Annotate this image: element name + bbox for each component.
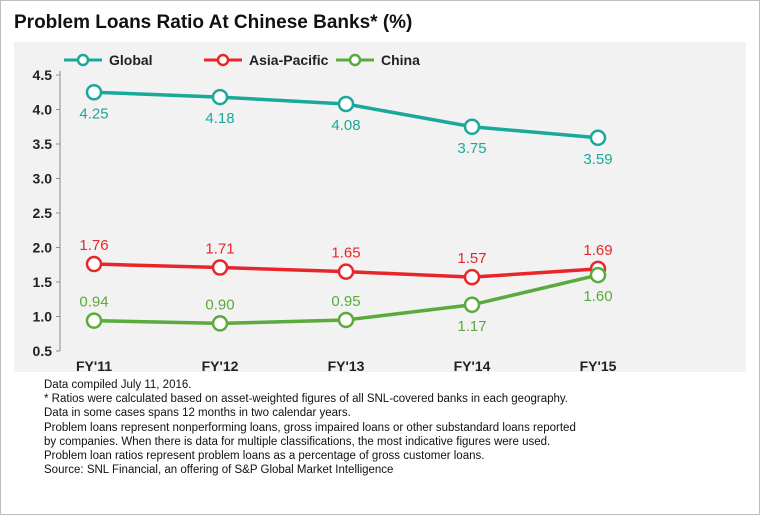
footnote-line: Data compiled July 11, 2016. (44, 379, 192, 391)
footnotes: Data compiled July 11, 2016. * Ratios we… (44, 378, 744, 477)
y-tick-label: 3.5 (33, 136, 53, 152)
data-label: 1.71 (205, 241, 234, 258)
data-point (211, 88, 229, 106)
y-tick-label: 3.0 (33, 171, 53, 187)
chart-title: Problem Loans Ratio At Chinese Banks* (%… (14, 12, 413, 33)
data-point (85, 312, 103, 329)
data-label: 4.18 (205, 110, 234, 127)
legend-entry-label: Asia-Pacific (249, 52, 329, 68)
x-tick-label: FY'15 (580, 358, 617, 372)
data-label: 0.94 (79, 294, 108, 311)
data-label: 0.90 (205, 296, 234, 313)
y-tick-label: 4.5 (33, 67, 53, 83)
x-tick-label: FY'12 (202, 358, 239, 372)
data-label: 1.65 (331, 245, 360, 262)
x-tick-label: FY'14 (454, 358, 491, 372)
data-label: 1.17 (457, 318, 486, 335)
y-tick-label: 2.5 (33, 205, 53, 221)
data-point (211, 259, 229, 276)
line-chart: 0.5 1.0 1.5 2.0 2.5 3.0 3.5 4.0 4.5 FY'11 FY'12 FY'… (33, 52, 617, 372)
data-point (589, 266, 607, 284)
data-label: 3.59 (583, 151, 612, 168)
data-label: 1.76 (79, 237, 108, 254)
data-point (337, 311, 355, 329)
legend-swatch-marker (216, 53, 230, 67)
y-tick-label: 0.5 (33, 343, 53, 359)
legend-entry-label: Global (109, 52, 153, 68)
data-label: 0.95 (331, 293, 360, 310)
data-label: 1.69 (583, 242, 612, 259)
data-point (337, 95, 355, 113)
data-point (463, 118, 481, 135)
legend-entry-label: China (381, 52, 420, 68)
data-label: 3.75 (457, 140, 486, 157)
footnote-line: Problem loans represent nonperforming lo… (44, 421, 576, 434)
x-tick-label: FY'11 (76, 358, 112, 372)
footnote-line: Source: SNL Financial, an offering of S&… (44, 464, 394, 477)
legend-swatch-marker (348, 53, 362, 67)
y-tick-label: 1.0 (33, 309, 53, 325)
data-point (463, 268, 481, 286)
data-point (85, 255, 103, 273)
data-point (589, 129, 607, 147)
data-point (85, 84, 103, 101)
data-label: 4.25 (79, 105, 108, 122)
x-tick-label: FY'13 (328, 358, 365, 372)
chart-area: 0.5 1.0 1.5 2.0 2.5 3.0 3.5 4.0 4.5 FY'11 FY'12 FY'… (14, 42, 746, 372)
data-point (337, 263, 355, 280)
data-point (463, 296, 481, 314)
y-tick-label: 1.5 (33, 274, 53, 290)
footnote-line: by companies. When there is data for mul… (44, 435, 551, 448)
data-point (211, 315, 229, 332)
data-label: 1.57 (457, 250, 486, 267)
data-label: 4.08 (331, 117, 360, 134)
footnote-line: Problem loan ratios represent problem lo… (44, 450, 485, 463)
y-tick-label: 4.0 (33, 102, 53, 118)
legend-swatch-marker (76, 53, 90, 67)
footnote-line: Data in some cases spans 12 months in tw… (44, 407, 351, 420)
footnote-line: * Ratios were calculated based on asset-… (44, 393, 568, 406)
data-label: 1.60 (583, 288, 612, 305)
y-tick-label: 2.0 (33, 240, 53, 256)
